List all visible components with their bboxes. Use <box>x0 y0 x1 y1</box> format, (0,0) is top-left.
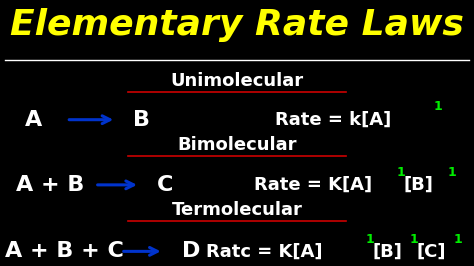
Text: 1: 1 <box>396 167 405 179</box>
Text: [C]: [C] <box>416 242 446 260</box>
Text: Rate = K[A]: Rate = K[A] <box>254 176 372 194</box>
Text: Bimolecular: Bimolecular <box>177 136 297 154</box>
Text: 1: 1 <box>366 233 374 246</box>
Text: 1: 1 <box>447 167 456 179</box>
Text: Unimolecular: Unimolecular <box>171 72 303 90</box>
Text: 1: 1 <box>434 100 442 113</box>
Text: 1: 1 <box>410 233 419 246</box>
Text: [B]: [B] <box>373 242 402 260</box>
Text: B: B <box>133 110 150 130</box>
Text: A + B: A + B <box>16 175 84 195</box>
Text: Elementary Rate Laws: Elementary Rate Laws <box>10 8 464 42</box>
Text: D: D <box>182 241 201 261</box>
Text: A + B + C: A + B + C <box>5 241 123 261</box>
Text: Termolecular: Termolecular <box>172 201 302 219</box>
Text: C: C <box>156 175 173 195</box>
Text: Ratc = K[A]: Ratc = K[A] <box>206 242 323 260</box>
Text: A: A <box>25 110 42 130</box>
Text: 1: 1 <box>454 233 462 246</box>
Text: [B]: [B] <box>404 176 434 194</box>
Text: Rate = k[A]: Rate = k[A] <box>275 111 391 129</box>
